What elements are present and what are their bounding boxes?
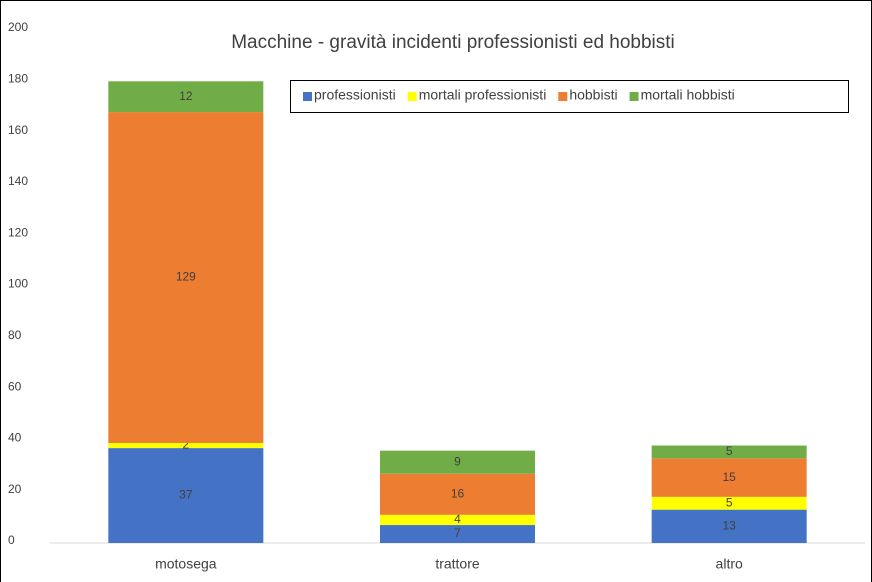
data-label: 9	[454, 454, 461, 468]
y-tick-label: 180	[8, 71, 28, 85]
legend-label: mortali professionisti	[419, 87, 547, 103]
data-label: 129	[176, 270, 196, 284]
y-tick-label: 20	[8, 482, 22, 496]
legend-swatch	[629, 92, 639, 101]
legend-label: hobbisti	[569, 87, 617, 103]
legend-swatch	[558, 92, 568, 101]
bar-segment	[108, 81, 264, 113]
bar-segment	[380, 514, 535, 526]
bar-segment	[651, 458, 807, 497]
legend-swatch	[407, 92, 417, 101]
bar-segment	[108, 442, 264, 449]
legend-box	[290, 80, 849, 113]
y-tick-label: 40	[8, 431, 22, 445]
y-tick-label: 0	[8, 533, 15, 547]
x-tick-label: trattore	[435, 556, 480, 572]
bar-segment	[108, 112, 264, 443]
x-tick-label: altro	[716, 556, 743, 572]
data-label: 15	[722, 470, 736, 484]
y-tick-label: 120	[8, 225, 28, 239]
data-label: 5	[726, 444, 733, 458]
legend-label: mortali hobbisti	[641, 87, 735, 103]
x-tick-label: motosega	[155, 556, 217, 572]
data-label: 2	[182, 438, 189, 452]
legend-swatch	[303, 92, 312, 101]
y-tick-label: 80	[8, 328, 22, 342]
data-label: 16	[451, 486, 465, 500]
data-label: 13	[722, 518, 736, 532]
bar-segment	[651, 496, 807, 510]
bar-segment	[651, 509, 807, 543]
y-tick-label: 60	[8, 379, 22, 393]
data-label: 4	[454, 512, 461, 526]
bar-segment	[380, 473, 535, 515]
y-tick-label: 100	[8, 277, 28, 291]
data-label: 7	[454, 526, 461, 540]
bar-segment	[108, 448, 264, 543]
data-label: 37	[179, 488, 193, 502]
data-label: 12	[179, 89, 193, 103]
bar-segment	[651, 445, 807, 459]
chart-title: Macchine - gravità incidenti professioni…	[231, 32, 675, 53]
bar-segment	[380, 525, 535, 543]
y-tick-label: 140	[8, 174, 28, 188]
legend-label: professionisti	[314, 87, 396, 103]
data-label: 5	[726, 495, 733, 509]
bar-segment	[380, 450, 535, 474]
y-tick-label: 160	[8, 123, 28, 137]
y-tick-label: 200	[8, 20, 28, 34]
